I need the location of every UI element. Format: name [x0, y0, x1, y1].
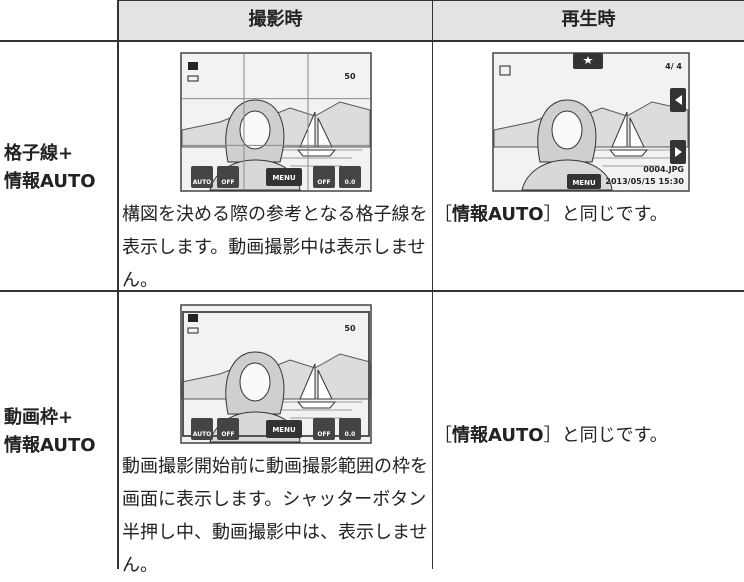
icon-button — [339, 418, 361, 440]
text: ］と同じです。 — [543, 425, 668, 446]
screen-text: MENU — [572, 179, 596, 187]
bracket: ［ — [434, 425, 452, 446]
face — [239, 362, 271, 402]
row-label: 動画枠+ 情報AUTO — [4, 404, 116, 460]
label-line: 動画枠+ — [4, 407, 74, 428]
column-header: 撮影時 — [119, 0, 432, 40]
screen-text: 50 — [344, 72, 356, 81]
column-header: 再生時 — [433, 0, 744, 40]
screen-text: 50 — [344, 324, 356, 333]
cell-text: ［情報AUTO］と同じです。 — [434, 198, 744, 231]
icon-button — [217, 166, 239, 188]
rule — [432, 0, 433, 569]
camera-icon — [188, 62, 198, 70]
screen-text: 0004.JPG — [643, 165, 684, 174]
rule — [117, 0, 119, 569]
rule — [0, 290, 744, 292]
screen-text: 4/ 4 — [665, 62, 682, 71]
icon-button — [313, 166, 335, 188]
camera-icon — [188, 314, 198, 322]
battery-icon — [187, 75, 199, 82]
icon-button — [313, 418, 335, 440]
label-line: 情報AUTO — [4, 435, 96, 456]
menu-button — [266, 168, 302, 186]
screen-illustration: 50 AUTO OFF OFF 0.0 MENU — [180, 304, 372, 444]
battery-icon — [187, 327, 199, 334]
label-line: 情報AUTO — [4, 171, 96, 192]
face — [551, 110, 583, 150]
screen-text: OFF — [317, 431, 330, 438]
star — [583, 56, 593, 64]
icon-button — [191, 418, 213, 440]
bold-term: 情報AUTO — [452, 425, 544, 446]
arrow — [675, 95, 682, 105]
menu-button — [567, 174, 601, 189]
screen-text: AUTO — [193, 179, 212, 186]
screen-text: MENU — [272, 426, 296, 434]
label-line: 格子線+ — [4, 143, 74, 164]
boat — [296, 363, 337, 409]
bold-term: 情報AUTO — [452, 204, 544, 225]
screen-illustration: 50 AUTO OFF OFF 0.0 MENU — [180, 52, 372, 192]
screen-text: 0.0 — [345, 179, 356, 186]
menu-button — [266, 420, 302, 438]
screen-text: 2013/05/15 15:30 — [605, 177, 684, 186]
bracket: ［ — [434, 204, 452, 225]
play-icon — [499, 65, 511, 76]
icon-button — [191, 166, 213, 188]
cell-text: 構図を決める際の参考となる格子線を表示します。動画撮影中は表示しません。 — [122, 204, 428, 291]
icon-button — [339, 166, 361, 188]
boat — [608, 111, 649, 157]
screen-illustration: 4/ 4 MENU 0004.JPG 2013/05/15 15:30 — [492, 52, 690, 192]
screen-text: OFF — [221, 431, 234, 438]
screen-text: OFF — [317, 179, 330, 186]
screen-text: AUTO — [193, 431, 212, 438]
rule — [118, 0, 744, 1]
screen-text: OFF — [221, 179, 234, 186]
screen-text: MENU — [272, 174, 296, 182]
arrow — [675, 147, 682, 157]
row-label: 格子線+ 情報AUTO — [4, 140, 116, 196]
rule — [0, 40, 744, 42]
text: ］と同じです。 — [543, 204, 668, 225]
face — [239, 110, 271, 150]
cell-text: ［情報AUTO］と同じです。 — [434, 419, 744, 452]
icon-button — [217, 418, 239, 440]
screen-text: 0.0 — [345, 431, 356, 438]
cell-text: 動画撮影開始前に動画撮影範囲の枠を画面に表示します。シャッターボタン半押し中、動… — [122, 456, 428, 576]
